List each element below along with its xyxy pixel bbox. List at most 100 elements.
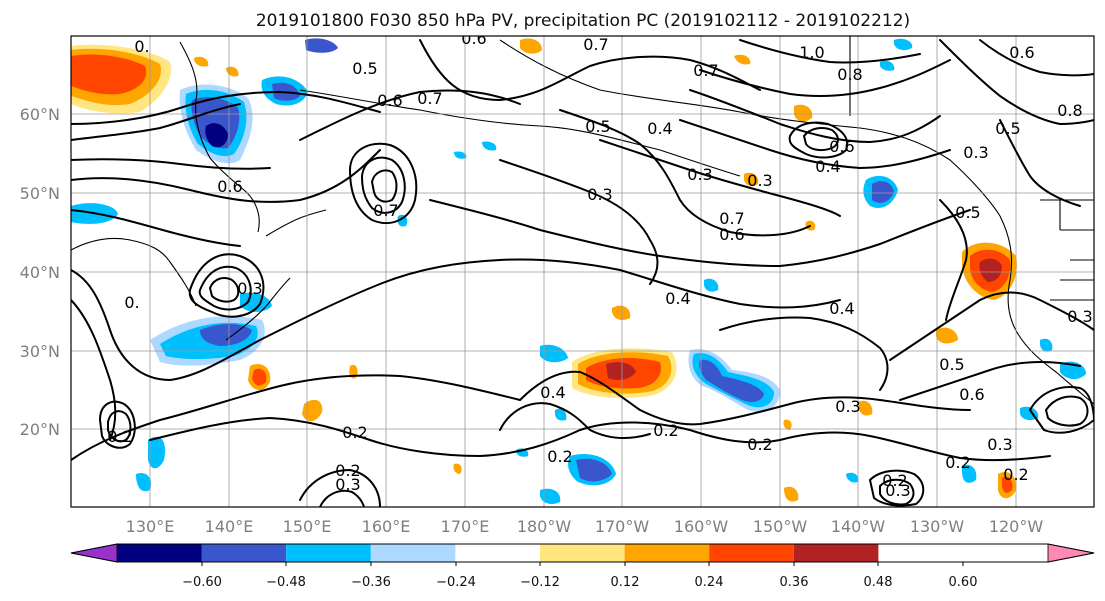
lon-label: 120°W xyxy=(989,517,1044,536)
colorbar-tick-labels: −0.60 −0.48 −0.36 −0.24 −0.12 0.12 0.24 … xyxy=(182,575,977,590)
colorbar-tick-label: −0.36 xyxy=(351,575,391,590)
contour-label: 0.5 xyxy=(955,203,980,222)
coastline-japan xyxy=(225,277,291,341)
lat-label: 40°N xyxy=(20,263,60,282)
pv-contour xyxy=(71,158,271,170)
pv-contour xyxy=(299,469,381,507)
contour-label: 0.7 xyxy=(373,201,398,220)
pv-contour xyxy=(71,299,117,441)
pv-contour xyxy=(739,39,921,64)
contour-label: 0.6 xyxy=(461,29,486,48)
colorbar-segment xyxy=(455,544,540,562)
contour-label: 0.4 xyxy=(815,157,840,176)
colorbar-segment xyxy=(286,544,371,562)
contour-label: 0.2 xyxy=(342,423,367,442)
contour-label: 0.2 xyxy=(1003,465,1028,484)
contour-label: 0.3 xyxy=(687,165,712,184)
pv-contour xyxy=(788,121,849,159)
colorbar-tick-label: 0.48 xyxy=(864,575,893,590)
contour-label: 0.5 xyxy=(995,119,1020,138)
pv-contour xyxy=(599,139,841,217)
contour-label: 0.3 xyxy=(747,171,772,190)
pv-contour xyxy=(1029,386,1094,434)
pv-contour xyxy=(869,469,925,507)
pv-contour xyxy=(71,103,241,141)
contour-label: 0.8 xyxy=(837,65,862,84)
pv-contour xyxy=(71,374,521,461)
contour-label: 1.0 xyxy=(799,43,824,62)
contour-label: 0.2 xyxy=(335,461,360,480)
colorbar-tick-label: −0.60 xyxy=(182,575,222,590)
pv-contour xyxy=(879,478,915,506)
contour-label: 0.2 xyxy=(107,427,132,446)
colorbar-segment xyxy=(709,544,794,562)
lon-label: 150°W xyxy=(753,517,808,536)
colorbar-tick-label: 0.24 xyxy=(695,575,724,590)
colorbar-segment xyxy=(540,544,625,562)
longitude-labels: 130°E 140°E 150°E 160°E 170°E 180°W 170°… xyxy=(126,517,1044,536)
contour-label: 0.6 xyxy=(829,137,854,156)
coastline-kuril xyxy=(265,209,327,237)
lat-label: 50°N xyxy=(20,184,60,203)
contour-label: 0.4 xyxy=(665,289,690,308)
colorbar-segment xyxy=(624,544,710,562)
contour-label: 0.6 xyxy=(377,91,402,110)
coastline-north-america xyxy=(999,215,1094,405)
pv-contour xyxy=(979,39,1094,77)
lon-label: 170°W xyxy=(595,517,650,536)
contour-label: 0.6 xyxy=(217,177,242,196)
pv-contour xyxy=(319,489,365,507)
pv-contour xyxy=(71,91,381,125)
pv-contour xyxy=(361,156,406,214)
pv-contour xyxy=(559,109,811,237)
lat-label: 60°N xyxy=(20,105,60,124)
contour-label: 0.5 xyxy=(939,355,964,374)
contour-label: 0.3 xyxy=(963,143,988,162)
contour-label: 0. xyxy=(134,37,149,56)
pv-contour xyxy=(939,39,1094,125)
contour-label: 0.7 xyxy=(417,89,442,108)
lon-label: 140°E xyxy=(205,517,254,536)
colorbar-segment xyxy=(793,544,879,562)
pv-contour xyxy=(519,370,971,426)
contour-label: 0.4 xyxy=(829,299,854,318)
colorbar-segment xyxy=(201,544,287,562)
contour-label: 0.3 xyxy=(587,185,612,204)
colorbar-outline xyxy=(70,543,1095,563)
pv-contour xyxy=(999,119,1081,207)
pv-contour xyxy=(939,199,968,321)
pv-contour xyxy=(99,400,136,449)
contour-label: 0.7 xyxy=(583,35,608,54)
contour-label: 0.5 xyxy=(585,117,610,136)
contour-label: 0.4 xyxy=(540,383,565,402)
contour-label: 0.3 xyxy=(237,279,262,298)
colorbar xyxy=(70,543,1095,566)
colorbar-arrow-low xyxy=(70,543,118,563)
pv-contour xyxy=(299,89,521,141)
pv-contour xyxy=(429,199,971,267)
pv-contour xyxy=(699,59,951,97)
pv-contour xyxy=(198,265,252,311)
lat-label: 20°N xyxy=(20,420,60,439)
pv-contour xyxy=(71,258,841,381)
pv-contour xyxy=(899,360,1081,401)
colorbar-tick-label: −0.12 xyxy=(520,575,560,590)
pv-contour xyxy=(1045,395,1089,427)
latitude-labels: 60°N 50°N 40°N 30°N 20°N xyxy=(20,105,60,439)
contour-label: 0.6 xyxy=(719,225,744,244)
colorbar-segment xyxy=(370,544,456,562)
coastline-kamchatka xyxy=(179,41,260,233)
pv-contour xyxy=(71,209,241,247)
map-title: 2019101800 F030 850 hPa PV, precipitatio… xyxy=(256,11,910,31)
colorbar-tick-label: 0.60 xyxy=(949,575,978,590)
pv-contour xyxy=(419,39,761,101)
pv-contour xyxy=(349,142,418,225)
pv-contour xyxy=(499,402,651,440)
contour-label: 0.2 xyxy=(882,471,907,490)
lon-label: 170°E xyxy=(441,517,490,536)
contour-label: 0.3 xyxy=(987,435,1012,454)
pv-contour xyxy=(209,277,240,303)
contour-label: 0.7 xyxy=(693,61,718,80)
pv-contour xyxy=(719,316,889,391)
